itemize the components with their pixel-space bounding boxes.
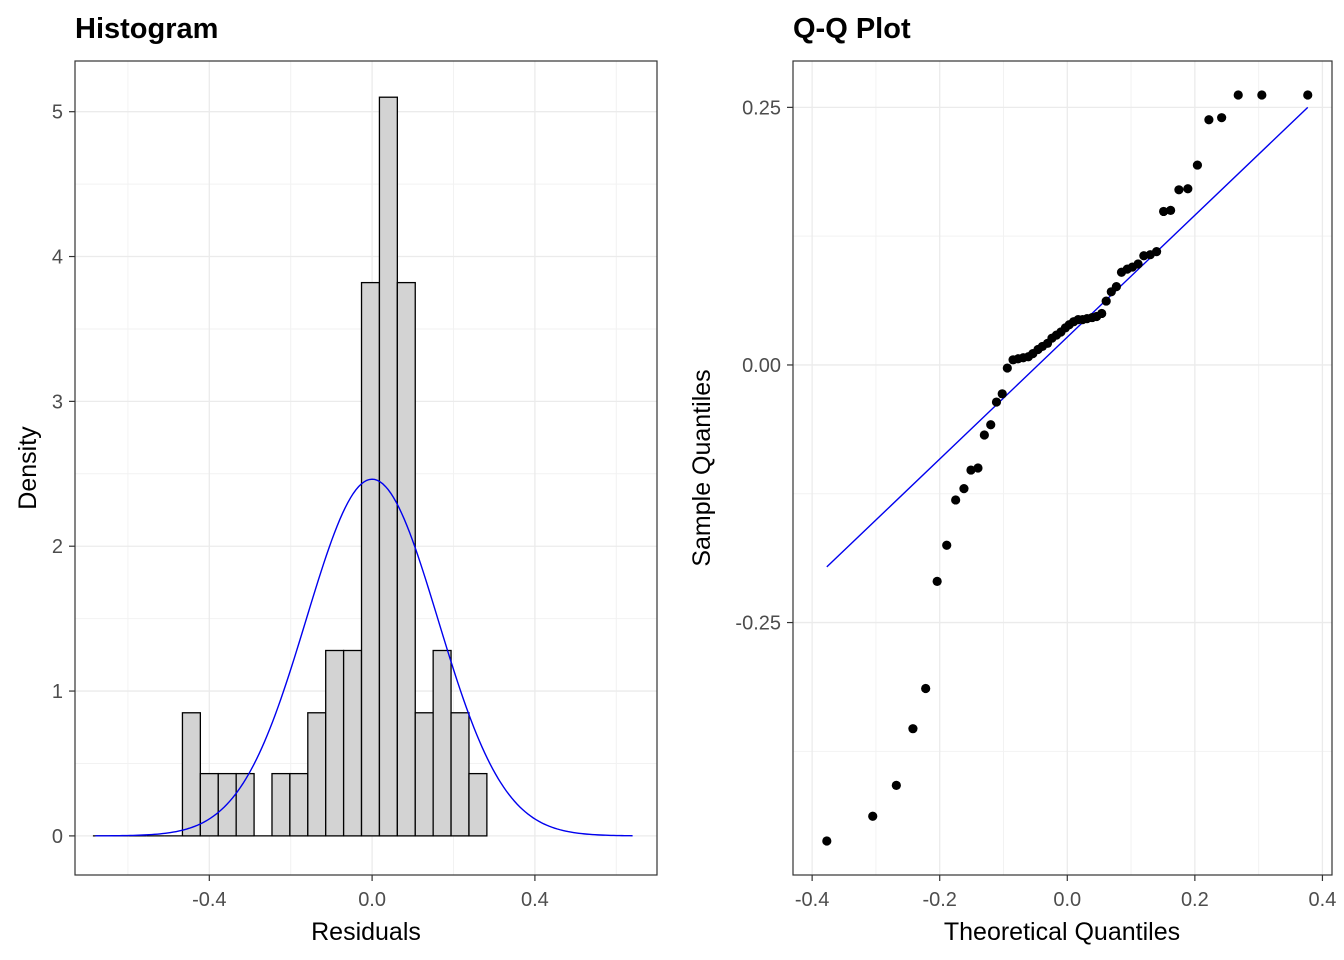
qq-point xyxy=(973,463,983,473)
histogram-bar xyxy=(432,649,452,837)
histogram-bar xyxy=(307,712,327,837)
qq-point xyxy=(942,540,952,550)
y-tick-label: 1 xyxy=(52,681,63,703)
histogram-bar xyxy=(378,96,398,837)
histogram-panel-border xyxy=(74,60,658,876)
qq-points xyxy=(822,90,1313,846)
x-tick-label: 0.0 xyxy=(358,889,386,911)
y-tick-label: 0 xyxy=(52,826,63,848)
histogram-x-ticks: -0.4 0.0 0.4 xyxy=(192,875,549,911)
histogram-bar xyxy=(289,772,309,837)
histogram-y-axis-label: Density xyxy=(14,426,42,510)
qq-x-axis-label: Theoretical Quantiles xyxy=(944,918,1180,946)
qq-point xyxy=(1217,113,1227,123)
qq-reference-line xyxy=(826,106,1309,568)
histogram-bars xyxy=(92,96,488,837)
qq-point xyxy=(959,484,969,494)
density-curve xyxy=(95,478,633,837)
qq-point xyxy=(1183,184,1193,194)
qq-point xyxy=(991,397,1002,407)
qq-point xyxy=(1151,247,1162,257)
histogram-bar xyxy=(468,772,488,837)
qq-point xyxy=(1101,296,1111,306)
qq-point xyxy=(1166,205,1176,216)
qq-x-ticks: -0.4 -0.2 0.0 0.2 0.4 xyxy=(795,875,1336,911)
histogram-bar xyxy=(396,281,416,837)
x-tick-label: 0.4 xyxy=(521,889,549,911)
qq-point xyxy=(868,811,878,821)
histogram-bar xyxy=(235,772,255,837)
histogram-bar xyxy=(414,712,434,837)
histogram-bar xyxy=(450,712,470,837)
histogram-panel: Histogram -0.4 0.0 0.4 0 1 2 3 4 5 Residuals De… xyxy=(14,13,658,946)
qq-point xyxy=(1111,282,1121,292)
qq-plot-panel: Q-Q Plot -0.4 -0.2 0.0 0.2 0.4 -0.25 0.00 0.25… xyxy=(688,13,1336,946)
histogram-bar xyxy=(360,281,381,837)
qq-point xyxy=(951,495,961,505)
qq-panel-border xyxy=(792,60,1333,876)
qq-point xyxy=(1204,115,1214,125)
qq-point xyxy=(932,576,942,586)
y-tick-label: 2 xyxy=(52,536,63,558)
x-tick-label: -0.4 xyxy=(795,889,829,911)
qq-point xyxy=(997,389,1007,399)
y-tick-label: 0.25 xyxy=(742,97,781,119)
histogram-bar xyxy=(342,649,363,837)
qq-point xyxy=(986,420,996,430)
qq-point xyxy=(1257,90,1267,100)
qq-minor-gridlines xyxy=(793,61,1332,875)
x-tick-label: 0.2 xyxy=(1181,889,1209,911)
histogram-bar xyxy=(199,772,219,837)
x-tick-label: 0.0 xyxy=(1053,889,1081,911)
qq-point xyxy=(1174,185,1184,195)
y-tick-label: 0.00 xyxy=(742,355,781,377)
y-tick-label: 5 xyxy=(52,102,63,124)
histogram-bar xyxy=(271,772,291,837)
histogram-title: Histogram xyxy=(75,13,218,45)
qq-point xyxy=(1303,90,1313,100)
qq-major-gridlines xyxy=(793,61,1332,875)
x-tick-label: 0.4 xyxy=(1309,889,1337,911)
histogram-bar xyxy=(325,649,345,837)
histogram-bar xyxy=(181,712,202,837)
qq-y-axis-label: Sample Quantiles xyxy=(688,369,716,566)
y-tick-label: -0.25 xyxy=(735,613,781,635)
qq-point xyxy=(908,724,918,734)
qq-point xyxy=(979,430,989,440)
histogram-x-axis-label: Residuals xyxy=(311,918,421,946)
qq-point xyxy=(921,683,931,694)
qq-point xyxy=(822,836,832,846)
y-tick-label: 4 xyxy=(52,247,63,269)
qq-point xyxy=(1002,363,1012,373)
qq-point xyxy=(891,780,901,790)
qq-plot-area xyxy=(793,61,1332,875)
qq-plot-title: Q-Q Plot xyxy=(793,13,911,45)
x-tick-label: -0.4 xyxy=(192,889,226,911)
qq-point xyxy=(1097,308,1107,319)
qq-point xyxy=(1133,259,1143,269)
qq-point xyxy=(1233,90,1243,100)
x-tick-label: -0.2 xyxy=(922,889,956,911)
histogram-y-ticks: 0 1 2 3 4 5 xyxy=(52,102,75,848)
qq-y-ticks: -0.25 0.00 0.25 xyxy=(735,97,793,635)
y-tick-label: 3 xyxy=(52,391,63,413)
qq-point xyxy=(1159,206,1169,217)
qq-point xyxy=(966,465,976,475)
qq-point xyxy=(1192,160,1203,170)
